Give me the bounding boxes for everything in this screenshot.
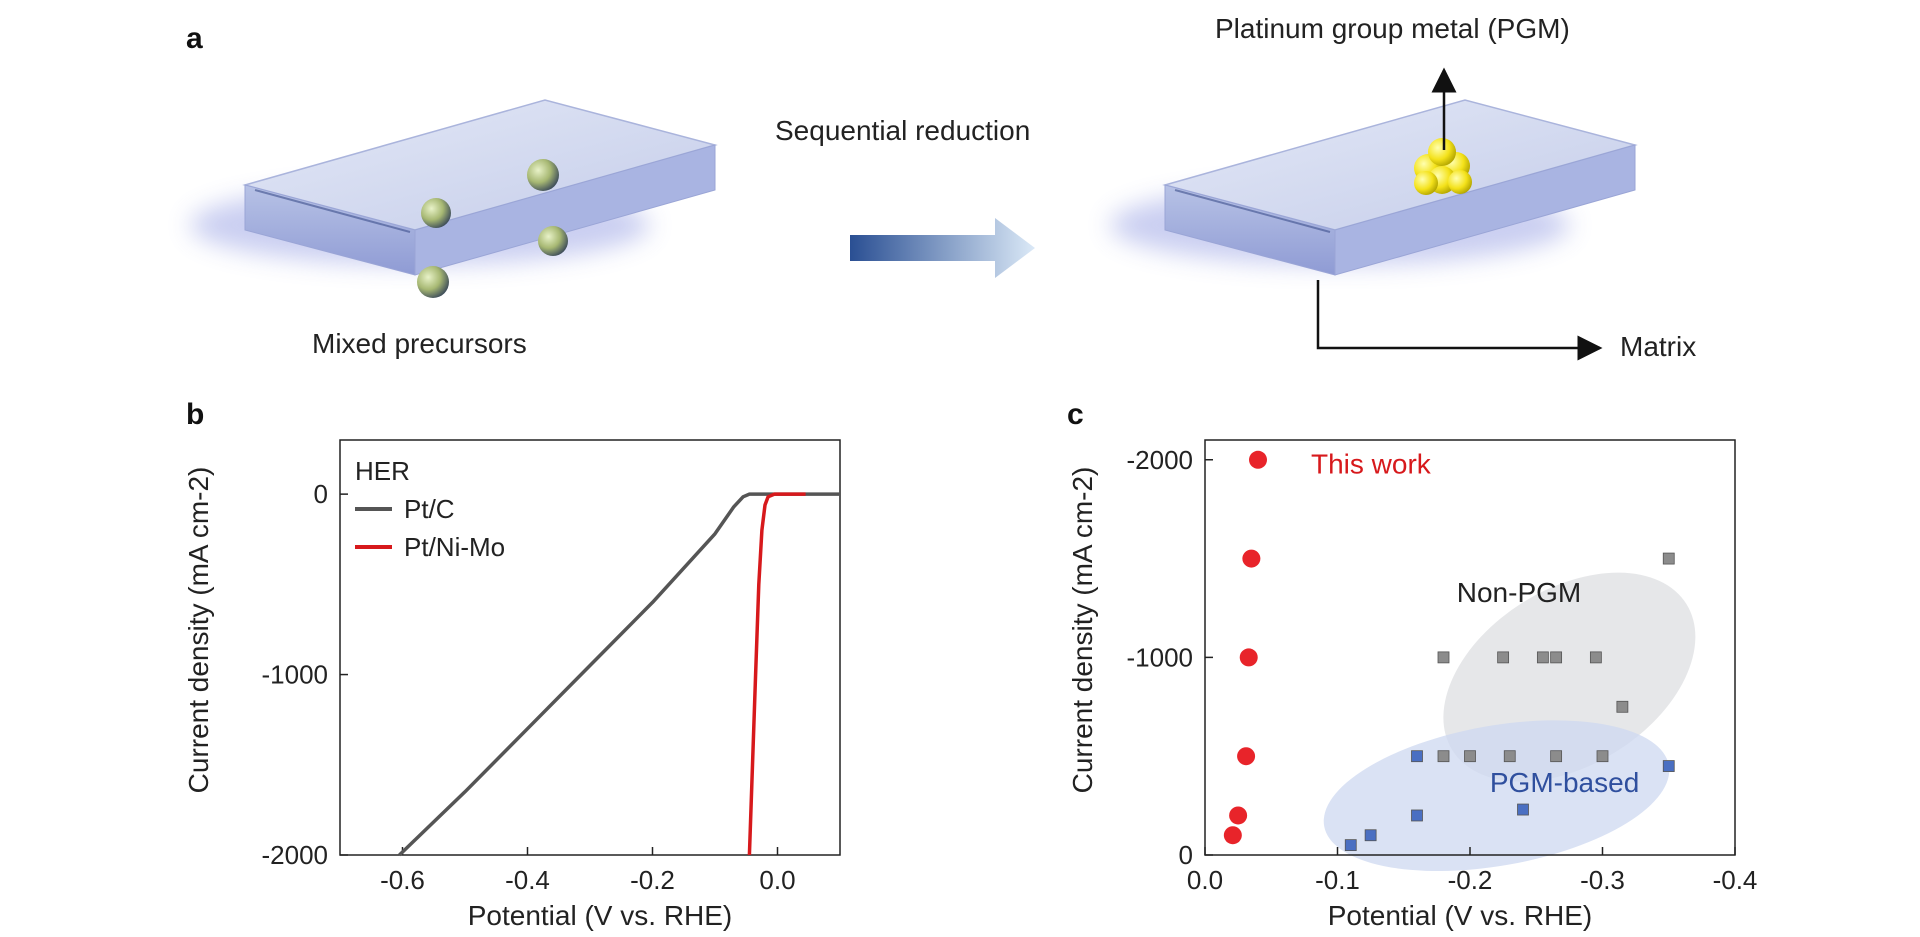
chart-c-ytick-label: -1000 xyxy=(1127,642,1194,672)
chart-c-point-this-work xyxy=(1237,747,1256,766)
chart-c-point-this-work xyxy=(1223,826,1242,845)
chart-c-point-non-pgm xyxy=(1437,750,1450,763)
chart-b-xtick-label: -0.6 xyxy=(380,865,425,895)
chart-c-xtick-label: -0.3 xyxy=(1580,865,1625,895)
precursor-sphere xyxy=(417,266,449,298)
chart-c-point-non-pgm xyxy=(1616,700,1629,713)
panel-b: b Current density (mA cm-2) Potential (V… xyxy=(183,398,841,931)
chart-c-point-non-pgm xyxy=(1437,651,1450,664)
chart-b-ylabel: Current density (mA cm-2) xyxy=(183,467,214,794)
panel-label-a: a xyxy=(186,22,203,55)
chart-c-xtick-label: -0.2 xyxy=(1448,865,1493,895)
precursor-slab xyxy=(190,99,718,298)
chart-c-xlabel: Potential (V vs. RHE) xyxy=(1328,900,1593,931)
chart-c-point-non-pgm xyxy=(1662,552,1675,565)
chart-b-ytick-label: 0 xyxy=(314,479,328,509)
chart-c-point-non-pgm xyxy=(1596,750,1609,763)
chart-c-point-non-pgm xyxy=(1536,651,1549,664)
chart-b-xlabel: Potential (V vs. RHE) xyxy=(468,900,733,931)
chart-c-ytick-label: 0 xyxy=(1179,840,1193,870)
chart-b-series-pt-ni-mo xyxy=(747,492,806,856)
panel-c: c Current density (mA cm-2) Potential (V… xyxy=(1067,398,1757,931)
chart-c-ylabel: Current density (mA cm-2) xyxy=(1067,467,1098,794)
chart-b-ytick-label: -2000 xyxy=(262,840,329,870)
chart-c-point-pgm-based xyxy=(1662,760,1675,772)
sequential-reduction-label: Sequential reduction xyxy=(775,115,1030,146)
matrix-label: Matrix xyxy=(1620,331,1696,362)
chart-c-point-non-pgm xyxy=(1550,651,1563,664)
mixed-precursors-label: Mixed precursors xyxy=(312,328,527,359)
chart-c-ytick-label: -2000 xyxy=(1127,445,1194,475)
pgm-cluster xyxy=(1414,138,1472,195)
chart-c-point-pgm-based xyxy=(1411,750,1423,763)
chart-c-point-pgm-based xyxy=(1364,829,1377,842)
chart-b-ytick-label: -1000 xyxy=(262,660,329,690)
chart-c-xtick-label: -0.1 xyxy=(1315,865,1360,895)
chart-c-xtick-label: -0.4 xyxy=(1713,865,1758,895)
chart-b-legend-label: Pt/Ni-Mo xyxy=(404,532,505,562)
chart-b-legend-label: Pt/C xyxy=(404,494,455,524)
chart-c-point-non-pgm xyxy=(1589,651,1602,664)
chart-c-point-pgm-based xyxy=(1411,809,1423,822)
chart-c-point-pgm-based xyxy=(1344,839,1357,852)
chart-c-point-this-work xyxy=(1249,450,1267,469)
chart-c-point-this-work xyxy=(1242,549,1261,568)
precursor-sphere xyxy=(527,159,559,191)
this-work-annotation: This work xyxy=(1311,449,1432,480)
chart-b-legend-title: HER xyxy=(355,456,410,486)
chart-c-xtick-label: 0.0 xyxy=(1187,865,1223,895)
chart-c-point-non-pgm xyxy=(1550,750,1563,763)
chart-b-ylabel-text: Current density (mA cm-2) xyxy=(183,467,214,794)
chart-c-point-non-pgm xyxy=(1503,750,1516,763)
pgm-region xyxy=(1323,720,1670,872)
panel-label-c: c xyxy=(1067,398,1084,431)
chart-b-xtick-label: -0.4 xyxy=(505,865,550,895)
precursor-sphere xyxy=(421,198,451,228)
pgm-label: Platinum group metal (PGM) xyxy=(1215,13,1570,44)
non-pgm-annotation: Non-PGM xyxy=(1457,577,1581,608)
chart-c-point-this-work xyxy=(1239,648,1258,667)
pgm-annotation: PGM-based xyxy=(1490,767,1639,798)
matrix-pointer-arrow-icon xyxy=(1316,280,1603,361)
panel-label-b: b xyxy=(186,398,204,431)
chart-b-plot: -0.6 -0.4 -0.2 0.0 0 -1000 -2000 HER Pt/C Pt/Ni-M… xyxy=(262,439,841,895)
matrix-slab xyxy=(1110,99,1638,276)
chart-c-point-non-pgm xyxy=(1464,750,1476,763)
reduction-arrow-icon xyxy=(850,218,1035,278)
chart-c-point-pgm-based xyxy=(1517,803,1529,816)
chart-b-xtick-label: 0.0 xyxy=(759,865,795,895)
chart-c-plot: 0.0 -0.1 -0.2 -0.3 -0.4 0 -1000 -2000 This work N… xyxy=(1127,439,1758,895)
chart-b-xtick-label: -0.2 xyxy=(630,865,675,895)
panel-a: a Mixed precursors Sequential reduction xyxy=(186,13,1696,362)
chart-b-frame xyxy=(339,439,841,856)
chart-c-point-non-pgm xyxy=(1497,651,1510,664)
chart-c-point-this-work xyxy=(1229,806,1248,825)
chart-b-series-pt-c xyxy=(398,492,840,857)
precursor-sphere xyxy=(538,226,568,256)
